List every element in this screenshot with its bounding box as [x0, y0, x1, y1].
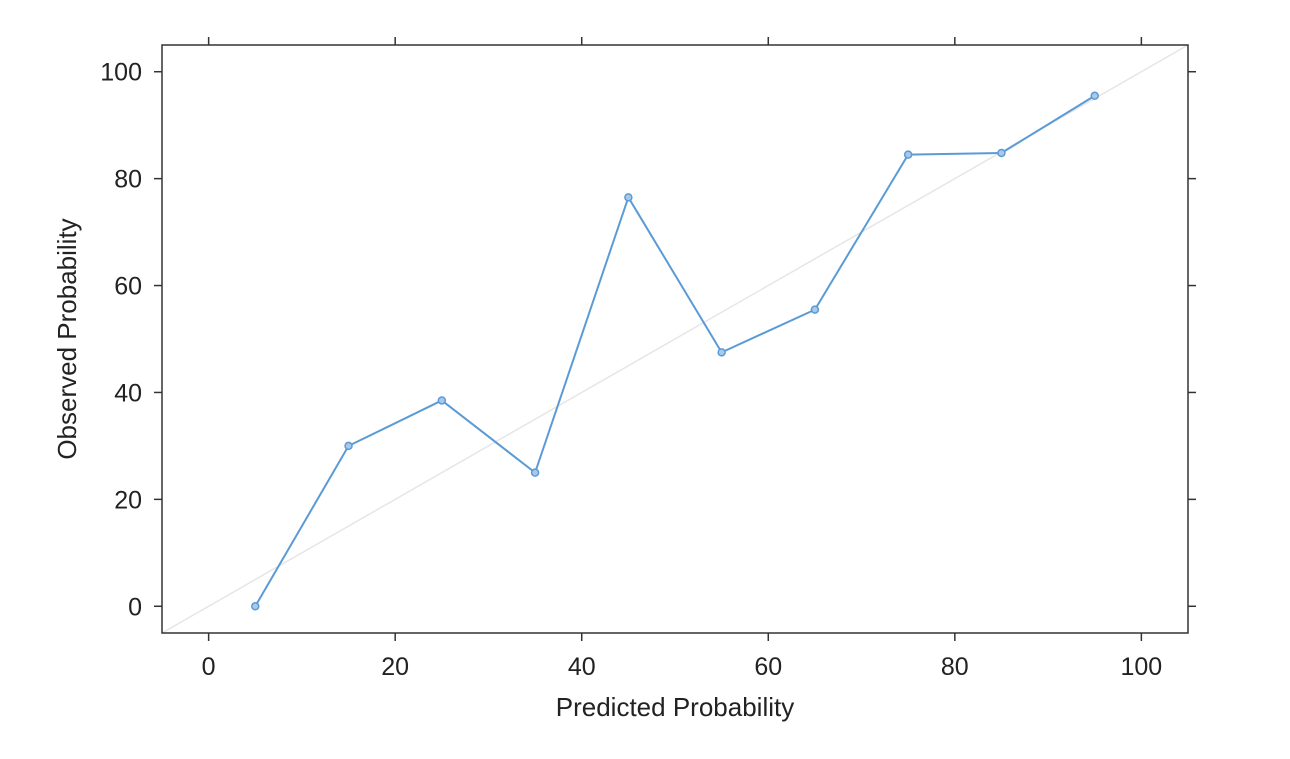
x-axis-title: Predicted Probability	[556, 692, 794, 722]
plot-frame	[161, 44, 1189, 634]
data-point	[344, 441, 353, 451]
data-point	[903, 150, 913, 159]
data-point	[624, 193, 633, 202]
y-tick-label: 80	[114, 166, 142, 194]
series-line	[254, 94, 1096, 607]
data-point	[810, 305, 820, 314]
x-tick-label: 100	[1121, 653, 1163, 681]
data-point	[717, 348, 726, 357]
series-layer	[251, 91, 1099, 611]
x-tick-label: 80	[941, 653, 969, 681]
x-tick-label: 0	[202, 653, 216, 681]
y-axis-title: Observed Probability	[52, 218, 82, 459]
data-point	[1090, 91, 1099, 101]
y-tick-label: 60	[114, 273, 142, 301]
ticks-layer: 0 20 40 60 80 100 0 20 40 60 80 100	[100, 37, 1196, 681]
x-tick-label: 60	[754, 653, 782, 681]
y-tick-label: 100	[100, 59, 142, 87]
data-point	[530, 468, 540, 477]
y-tick-label: 0	[128, 593, 142, 621]
y-tick-label: 40	[114, 379, 142, 407]
data-point	[437, 396, 447, 405]
y-tick-label: 20	[114, 486, 142, 514]
data-point	[997, 148, 1006, 158]
data-point	[251, 602, 260, 611]
x-tick-label: 40	[568, 653, 596, 681]
x-tick-label: 20	[381, 653, 409, 681]
